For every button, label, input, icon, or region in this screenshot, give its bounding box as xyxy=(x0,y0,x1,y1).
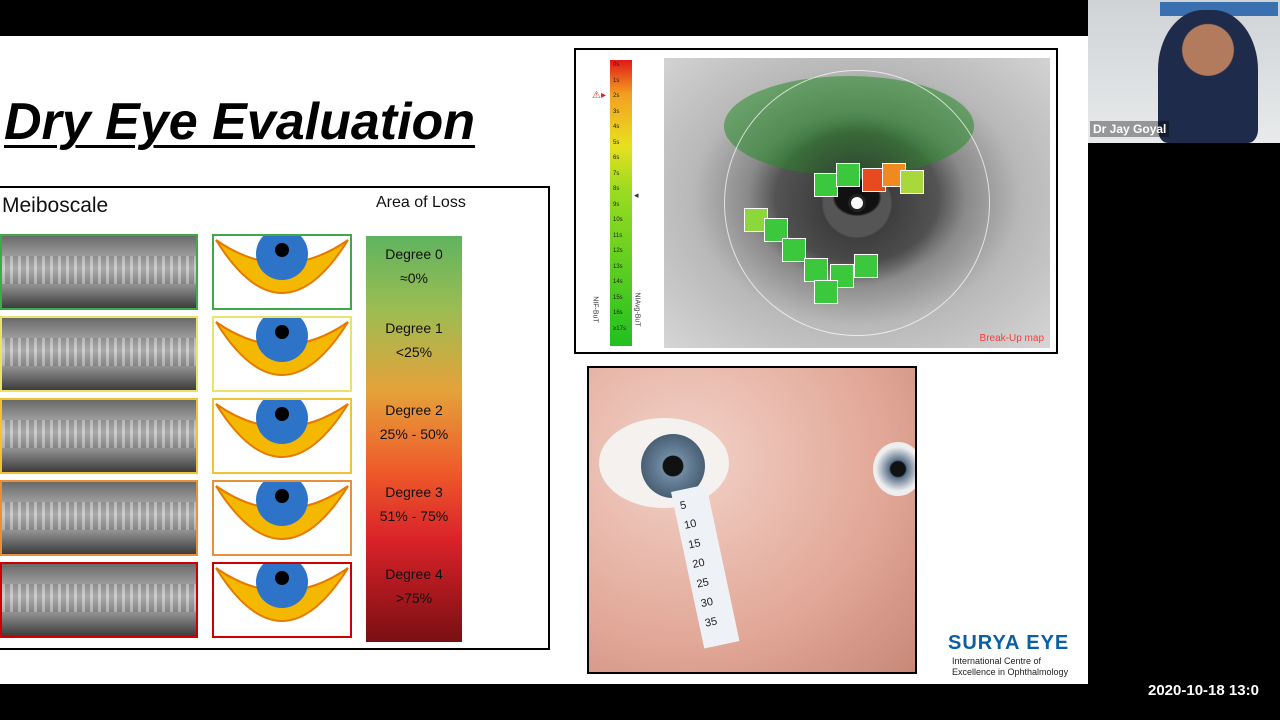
schirmer-strip: 5 10 15 20 25 30 35 xyxy=(671,484,740,649)
eye-diagram-degree-4 xyxy=(212,556,352,638)
breakup-segment xyxy=(836,163,860,187)
degree-label: Degree 3 xyxy=(385,484,443,500)
niavg-but-axis-label: NIAvg-BuT xyxy=(633,292,641,327)
meibography-image-degree-4 xyxy=(0,562,198,638)
scale-tick: 10s xyxy=(613,217,623,223)
strip-number: 25 xyxy=(695,576,711,591)
breakup-segment xyxy=(854,254,878,278)
recording-timestamp: 2020-10-18 13:0 xyxy=(1148,682,1259,699)
participant-name-label: Dr Jay Goyal xyxy=(1090,121,1170,137)
second-eye xyxy=(873,442,915,496)
degree-label: Degree 2 xyxy=(385,402,443,418)
scale-tick: 7s xyxy=(613,170,620,177)
degree-range: 25% - 50% xyxy=(379,426,449,442)
strip-number: 30 xyxy=(699,595,715,611)
pointer-arrow-icon: ◂ xyxy=(634,190,639,200)
degree-0-text: Degree 0 ≈0% xyxy=(366,242,462,290)
degree-range: ≈0% xyxy=(400,270,428,286)
webcam-video-tile[interactable]: Dr Jay Goyal xyxy=(1088,0,1280,143)
schirmer-test-photo: 5 10 15 20 25 30 35 xyxy=(587,366,917,674)
eye-diagram-degree-0 xyxy=(212,228,352,310)
meibography-image-degree-1 xyxy=(0,316,198,392)
scale-tick: ≥17s xyxy=(613,325,626,332)
area-of-loss-gradient-bar: Degree 0 ≈0% Degree 1 <25% Degree 2 25% … xyxy=(366,236,462,642)
nif-but-axis-label: NIF-BuT xyxy=(591,296,599,323)
scale-tick: 9s xyxy=(613,201,620,208)
scale-tick: 4s xyxy=(613,124,620,130)
meibography-image-degree-3 xyxy=(0,480,198,556)
degree-label: Degree 0 xyxy=(385,246,443,262)
degree-range: 51% - 75% xyxy=(379,508,449,524)
area-of-loss-header: Area of Loss xyxy=(376,194,466,211)
eye-diagram-degree-3 xyxy=(212,474,352,556)
meibography-image-degree-0 xyxy=(0,234,198,310)
breakup-segment xyxy=(782,238,806,262)
degree-4-text: Degree 4 >75% xyxy=(366,562,462,610)
degree-range: >75% xyxy=(395,590,433,606)
surya-eye-logo: SURYA EYE International Centre of Excell… xyxy=(946,628,1088,684)
scale-tick: 3s xyxy=(613,108,620,115)
logo-sub-line1: International Centre of xyxy=(952,656,1042,666)
scale-tick: 6s xyxy=(613,155,620,161)
strip-number: 10 xyxy=(683,517,698,532)
scale-tick: 13s xyxy=(613,263,623,270)
scale-tick: 12s xyxy=(613,248,623,254)
tear-breakup-map-panel: 0s 1s 2s 3s 4s 5s 6s 7s 8s 9s 10s 11s 12s 13s 14s 15s 16… xyxy=(574,48,1058,354)
presentation-slide: Dry Eye Evaluation Meiboscale Area of Lo… xyxy=(0,36,1088,684)
meiboscale-panel: Meiboscale Area of Loss Degree 0 xyxy=(0,186,550,650)
eye-diagram-degree-2 xyxy=(212,392,352,474)
breakup-segment xyxy=(900,170,924,194)
strip-number: 35 xyxy=(703,615,719,630)
breakup-time-scale xyxy=(610,60,632,346)
degree-range: <25% xyxy=(395,344,433,360)
logo-subtitle: International Centre of Excellence in Op… xyxy=(952,656,1068,678)
scale-tick: 16s xyxy=(613,310,623,316)
degree-label: Degree 1 xyxy=(385,320,443,336)
warning-icon: ⚠▸ xyxy=(592,90,606,101)
participant-video xyxy=(1158,10,1258,143)
eye-topography-image: Break-Up map xyxy=(664,58,1050,348)
eye-diagram-degree-1 xyxy=(212,310,352,392)
degree-2-text: Degree 2 25% - 50% xyxy=(366,398,462,446)
degree-1-text: Degree 1 <25% xyxy=(366,316,462,364)
scale-tick: 14s xyxy=(613,279,623,285)
pupil-center xyxy=(848,194,866,212)
meibography-image-degree-2 xyxy=(0,398,198,474)
scale-tick: 8s xyxy=(613,186,620,192)
meiboscale-title: Meiboscale xyxy=(2,194,109,217)
scale-tick: 2s xyxy=(613,93,620,99)
breakup-map-label: Break-Up map xyxy=(979,333,1044,344)
scale-tick: 0s xyxy=(613,62,620,68)
scale-tick: 15s xyxy=(613,294,623,301)
breakup-segment xyxy=(804,258,828,282)
logo-name: SURYA EYE xyxy=(948,632,1070,654)
scale-tick: 11s xyxy=(613,232,623,239)
scale-tick: 5s xyxy=(613,139,620,146)
strip-number: 15 xyxy=(687,537,702,552)
breakup-segment xyxy=(814,280,838,304)
degree-label: Degree 4 xyxy=(385,566,443,582)
breakup-segment xyxy=(830,264,854,288)
logo-sub-line2: Excellence in Ophthalmology xyxy=(952,667,1069,677)
slide-title: Dry Eye Evaluation xyxy=(4,93,476,151)
scale-tick: 1s xyxy=(613,77,620,84)
strip-number: 5 xyxy=(678,499,688,513)
breakup-segment xyxy=(814,173,838,197)
degree-3-text: Degree 3 51% - 75% xyxy=(366,480,462,528)
strip-number: 20 xyxy=(691,556,706,571)
